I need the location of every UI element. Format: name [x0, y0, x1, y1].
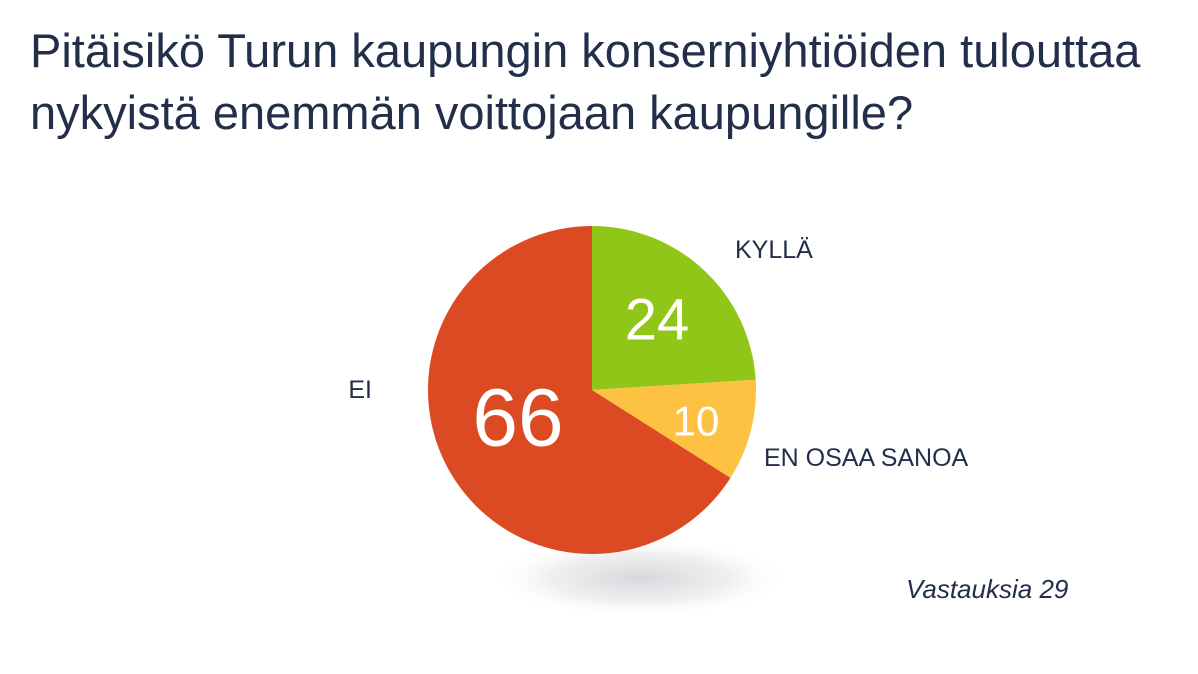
value-label-66: 66: [472, 373, 563, 464]
category-label-ei: EI: [348, 376, 372, 404]
pie-slice-kyllä: [592, 226, 756, 390]
value-label-10: 10: [673, 398, 720, 445]
pie-slice-en-osaa-sanoa: [592, 379, 757, 478]
pie-slice-ei: [428, 226, 731, 554]
category-labels: KYLLÄ EN OSAA SANOA EI: [348, 236, 968, 472]
pie-shadow: [490, 538, 790, 618]
response-count-note: Vastauksia 29: [906, 574, 1069, 604]
category-label-en-osaa-sanoa: EN OSAA SANOA: [764, 444, 969, 472]
chart-title: Pitäisikö Turun kaupungin konserniyhtiöi…: [30, 24, 1141, 139]
category-label-kyllä: KYLLÄ: [735, 236, 813, 264]
value-labels: 24 10 66: [472, 288, 719, 464]
pie-slices: [428, 226, 757, 554]
value-label-24: 24: [625, 288, 690, 353]
